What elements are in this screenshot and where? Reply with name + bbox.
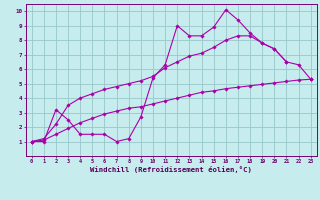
X-axis label: Windchill (Refroidissement éolien,°C): Windchill (Refroidissement éolien,°C) [90,166,252,173]
